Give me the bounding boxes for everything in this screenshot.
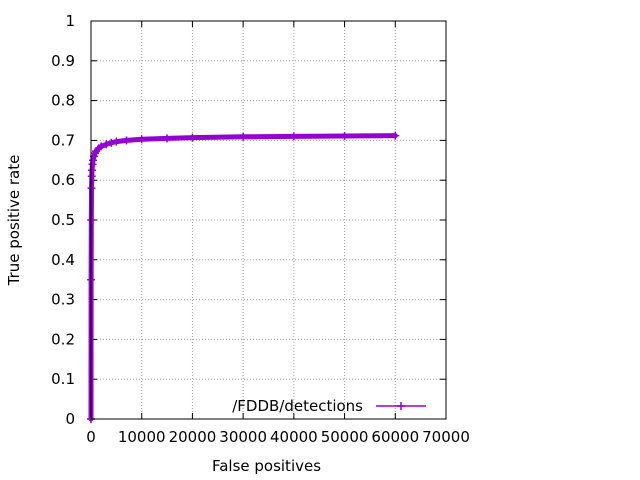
x-tick-label: 20000 xyxy=(169,428,217,446)
y-tick-label: 0 xyxy=(65,410,75,428)
plot-border xyxy=(90,20,447,420)
data-point-marker xyxy=(89,156,98,165)
x-tick-label: 30000 xyxy=(219,428,267,446)
legend-marker-plus xyxy=(397,402,405,410)
x-tick-label: 70000 xyxy=(422,428,470,446)
data-point-marker xyxy=(188,133,197,142)
y-tick-label: 0.9 xyxy=(51,52,75,70)
x-tick-label: 0 xyxy=(86,428,96,446)
data-point-marker xyxy=(102,140,111,149)
data-point-marker xyxy=(391,131,400,140)
grid-lines xyxy=(91,21,446,419)
y-tick-label: 0.4 xyxy=(51,251,75,269)
data-point-marker xyxy=(289,132,298,141)
y-tick-label: 0.5 xyxy=(51,211,75,229)
x-axis-ticks: 0 10000 20000 30000 40000 50000 60000 70000 xyxy=(86,21,470,446)
y-tick-label: 0.8 xyxy=(51,92,75,110)
y-tick-label: 0.3 xyxy=(51,291,75,309)
x-tick-label: 50000 xyxy=(321,428,369,446)
data-point-marker xyxy=(340,132,349,141)
data-point-marker xyxy=(137,135,146,144)
y-tick-label: 0.6 xyxy=(51,171,75,189)
series-line xyxy=(88,133,398,422)
y-tick-label: 0.2 xyxy=(51,330,75,348)
y-tick-label: 1 xyxy=(65,12,75,30)
data-point-marker xyxy=(87,184,96,193)
data-point-marker xyxy=(163,134,172,143)
y-tick-label: 0.7 xyxy=(51,131,75,149)
data-point-marker xyxy=(239,132,248,141)
data-point-marker xyxy=(107,138,116,147)
data-point-marker xyxy=(112,137,121,146)
y-axis-ticks: 0 0.1 0.2 0.3 0.4 0.5 0.6 0.7 0.8 0.9 1 xyxy=(51,12,446,428)
x-axis-title: False positives xyxy=(212,457,321,475)
x-tick-label: 60000 xyxy=(371,428,419,446)
legend-label: /FDDB/detections xyxy=(232,397,363,415)
x-tick-label: 10000 xyxy=(118,428,166,446)
x-tick-label: 40000 xyxy=(270,428,318,446)
y-tick-label: 0.1 xyxy=(51,370,75,388)
y-axis-title: True positive rate xyxy=(5,155,23,287)
legend: /FDDB/detections xyxy=(232,397,426,415)
data-point-marker xyxy=(97,142,106,151)
data-point-marker xyxy=(122,136,131,145)
